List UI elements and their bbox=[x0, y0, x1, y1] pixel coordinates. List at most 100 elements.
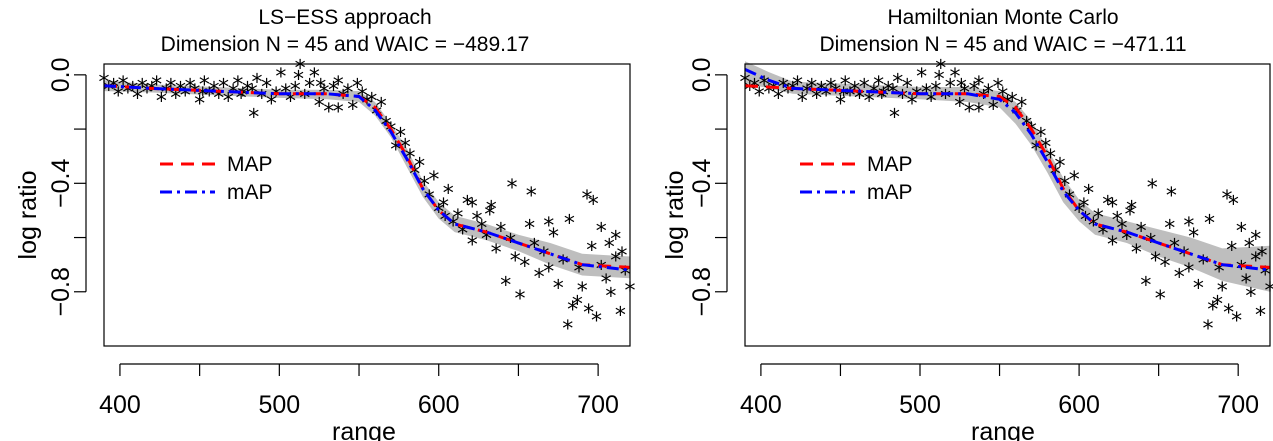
data-point: * bbox=[754, 84, 765, 109]
data-point: * bbox=[907, 92, 918, 117]
data-point: * bbox=[859, 76, 870, 101]
y-tick-label: 0.0 bbox=[688, 57, 716, 92]
data-point: * bbox=[218, 76, 229, 101]
data-point: * bbox=[338, 87, 349, 112]
data-point: * bbox=[601, 271, 612, 296]
data-point: * bbox=[825, 76, 836, 101]
y-tick-label: 0.0 bbox=[47, 57, 75, 92]
data-point: * bbox=[438, 195, 449, 220]
data-point: * bbox=[199, 73, 210, 98]
data-point: * bbox=[232, 73, 243, 98]
data-point: * bbox=[845, 84, 856, 109]
data-point: * bbox=[749, 76, 760, 101]
data-point: * bbox=[1107, 233, 1118, 258]
data-point: * bbox=[620, 263, 631, 288]
data-point: * bbox=[802, 81, 813, 106]
data-point: * bbox=[1098, 222, 1109, 247]
data-point: * bbox=[973, 73, 984, 98]
data-point: * bbox=[236, 87, 247, 112]
data-point: * bbox=[811, 87, 822, 112]
data-point: * bbox=[519, 255, 530, 280]
data-point: * bbox=[1035, 125, 1046, 150]
data-point: * bbox=[376, 95, 387, 120]
data-point: * bbox=[744, 78, 755, 103]
data-point: * bbox=[526, 184, 537, 209]
data-point: * bbox=[213, 87, 224, 112]
data-point: * bbox=[615, 304, 626, 329]
data-point: * bbox=[935, 57, 946, 82]
chart-subtitle: Dimension N = 45 and WAIC = −471.11 bbox=[819, 33, 1186, 56]
data-point: * bbox=[390, 138, 401, 163]
data-point: * bbox=[197, 84, 208, 109]
data-point: * bbox=[347, 97, 358, 122]
data-point: * bbox=[821, 84, 832, 109]
data-point: * bbox=[1021, 114, 1032, 139]
data-point: * bbox=[256, 87, 267, 112]
data-point: * bbox=[529, 236, 540, 261]
data-point: * bbox=[897, 87, 908, 112]
data-point: * bbox=[457, 222, 468, 247]
data-point: * bbox=[189, 81, 200, 106]
data-point: * bbox=[1059, 173, 1070, 198]
data-point: * bbox=[299, 87, 310, 112]
data-point: * bbox=[610, 249, 621, 274]
data-point: * bbox=[1155, 287, 1166, 312]
data-point: * bbox=[883, 78, 894, 103]
data-point: * bbox=[371, 103, 382, 128]
data-point: * bbox=[113, 84, 124, 109]
data-point: * bbox=[491, 241, 502, 266]
x-tick-label: 600 bbox=[1058, 391, 1100, 419]
data-point: * bbox=[586, 238, 597, 263]
data-point: * bbox=[223, 89, 234, 114]
legend-label-map: mAP bbox=[867, 181, 913, 204]
data-point: * bbox=[1117, 217, 1128, 242]
data-point: * bbox=[1245, 285, 1256, 310]
data-point: * bbox=[1188, 225, 1199, 250]
data-point: * bbox=[414, 154, 425, 179]
data-point: * bbox=[1226, 238, 1237, 263]
data-point: * bbox=[830, 81, 841, 106]
data-point: * bbox=[934, 68, 945, 93]
data-point: * bbox=[596, 257, 607, 282]
data-point: * bbox=[476, 217, 487, 242]
data-point: * bbox=[304, 76, 315, 101]
data-point: * bbox=[1131, 241, 1142, 266]
data-point: * bbox=[362, 92, 373, 117]
data-point: * bbox=[237, 84, 248, 109]
data-point: * bbox=[1126, 198, 1137, 223]
data-point: * bbox=[534, 266, 545, 291]
data-point: * bbox=[505, 230, 516, 255]
data-point: * bbox=[472, 209, 483, 234]
data-point: * bbox=[1080, 209, 1091, 234]
data-point: * bbox=[524, 217, 535, 242]
data-point: * bbox=[440, 209, 451, 234]
data-point: * bbox=[1102, 192, 1113, 217]
data-point: * bbox=[314, 95, 325, 120]
data-point: * bbox=[405, 146, 416, 171]
data-point: * bbox=[132, 87, 143, 112]
data-point: * bbox=[567, 298, 578, 323]
data-point: * bbox=[467, 233, 478, 258]
data-point: * bbox=[1016, 95, 1027, 120]
data-point: * bbox=[889, 106, 900, 131]
data-point: * bbox=[285, 89, 296, 114]
data-point: * bbox=[873, 73, 884, 98]
data-point: * bbox=[548, 225, 559, 250]
data-point: * bbox=[983, 81, 994, 106]
data-point: * bbox=[916, 65, 927, 90]
data-point: * bbox=[161, 81, 172, 106]
data-point: * bbox=[950, 65, 961, 90]
data-point: * bbox=[1074, 200, 1085, 225]
x-tick-label: 500 bbox=[899, 391, 941, 419]
data-point: * bbox=[1203, 317, 1214, 342]
data-point: * bbox=[484, 203, 495, 228]
data-point: * bbox=[1265, 279, 1273, 304]
data-point: * bbox=[956, 76, 967, 101]
data-point: * bbox=[797, 89, 808, 114]
data-point: * bbox=[252, 70, 263, 95]
y-axis-label: log ratio bbox=[14, 171, 42, 260]
data-point: * bbox=[357, 84, 368, 109]
data-point: * bbox=[564, 211, 575, 236]
data-point: * bbox=[840, 73, 851, 98]
data-point: * bbox=[419, 173, 430, 198]
